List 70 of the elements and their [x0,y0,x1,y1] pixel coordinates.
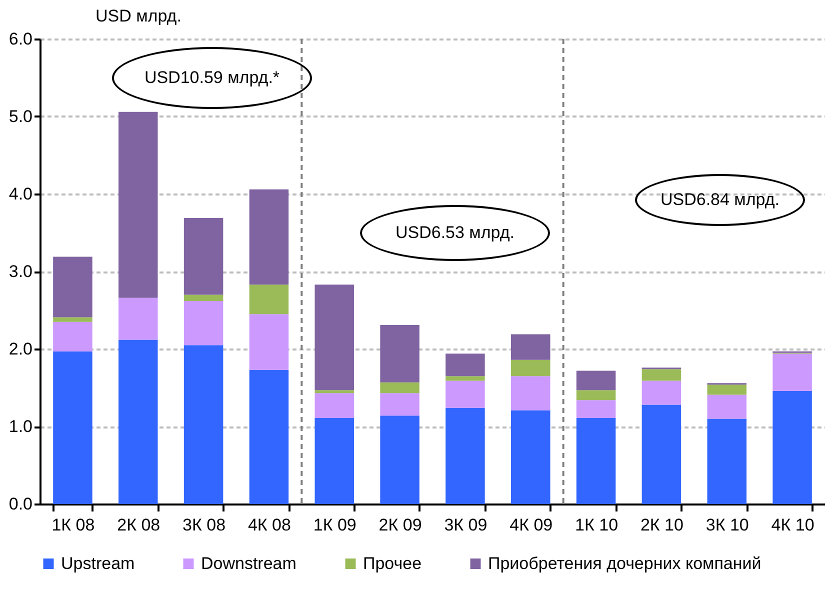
legend-label: Приобретения дочерних компаний [488,554,762,573]
legend-label: Upstream [61,554,135,573]
bar [511,376,550,410]
bar [446,376,485,381]
y-tick-label: 2.0 [8,340,32,358]
bar [249,284,289,314]
x-tick-label: 4К 09 [510,516,553,534]
bar [707,384,746,395]
x-tick-label: 2К 09 [378,516,422,534]
x-tick-label: 4К 10 [771,516,814,534]
bar [314,390,354,394]
bar [707,418,746,504]
x-tick-label: 1К 10 [575,516,618,534]
bar [511,334,550,360]
bar [642,380,682,405]
x-tick-label: 3К 10 [706,516,749,534]
x-tick-label: 1К 08 [52,516,95,534]
bar [511,410,550,504]
bar [53,317,92,322]
bar [118,112,158,298]
bar [576,370,616,390]
annotation: USD10.59 млрд.* [144,68,280,88]
bar [314,393,354,418]
bar [249,189,289,285]
bar [53,351,92,504]
bar [380,382,420,394]
annotation: USD6.84 млрд. [660,190,780,210]
y-tick-label: 4.0 [8,184,32,204]
x-tick-label: 1К 09 [313,516,356,534]
bar [707,394,746,419]
bar [772,354,812,391]
x-tick-label: 2К 08 [117,516,160,534]
bar [446,408,485,504]
x-tick-label: 3К 08 [182,516,226,534]
bar [576,400,616,418]
y-axis-title: USD млрд. [96,6,182,26]
bar [576,390,616,400]
bar [511,360,550,376]
bar [184,345,224,504]
bar [642,369,682,381]
bar [184,294,224,301]
y-tick-label: 3.0 [8,262,32,281]
bar [642,404,682,504]
bar [380,393,420,416]
bar [184,300,224,346]
bar [314,418,354,504]
bar [184,218,224,295]
legend-label: Прочее [363,554,422,573]
y-tick-label: 5.0 [8,107,32,126]
bar [118,298,158,340]
x-tick-label: 2К 10 [640,516,684,534]
legend-label: Downstream [201,554,296,573]
bar [53,256,92,318]
y-tick-label: 0.0 [8,494,32,514]
bar [53,322,92,352]
bar [314,284,354,390]
bar [772,390,812,504]
y-tick-label: 6.0 [8,30,32,48]
bar [380,324,420,382]
bar [249,314,289,370]
bar [380,416,420,504]
bar [446,354,485,376]
annotation: USD6.53 млрд. [395,223,515,243]
x-tick-label: 3К 09 [444,516,488,534]
y-tick-label: 1.0 [8,417,32,436]
x-tick-label: 4К 08 [248,516,291,534]
bar [446,380,485,408]
bar [118,340,158,504]
bar [576,418,616,504]
bar [249,370,289,504]
